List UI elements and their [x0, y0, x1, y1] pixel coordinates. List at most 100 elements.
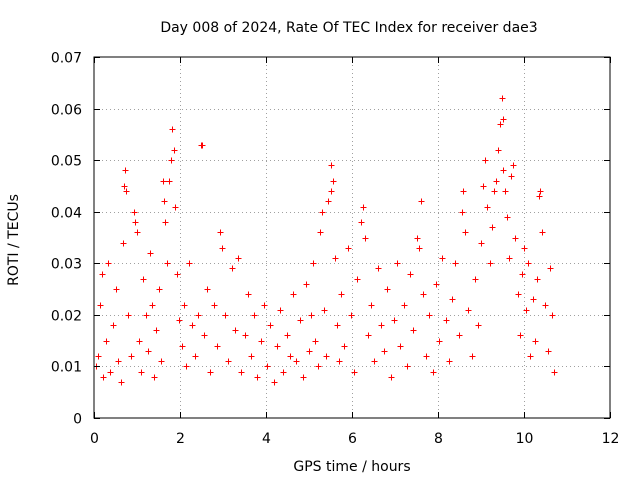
data-point-plus [162, 219, 169, 226]
data-point-plus [181, 302, 188, 309]
data-point-plus [189, 322, 196, 329]
data-point-plus [195, 312, 202, 319]
data-point-plus [500, 116, 507, 123]
data-point-plus [110, 322, 117, 329]
data-point-plus [404, 363, 411, 370]
x-tick-label: 2 [176, 431, 185, 447]
data-point-plus [251, 312, 258, 319]
x-tick-label: 8 [434, 431, 443, 447]
data-point-plus [348, 312, 355, 319]
x-tick-label: 6 [348, 431, 357, 447]
data-point-plus [312, 338, 319, 345]
data-point-plus [469, 353, 476, 360]
data-point-plus [539, 229, 546, 236]
data-point-plus [287, 353, 294, 360]
data-point-plus [401, 302, 408, 309]
data-point-plus [394, 260, 401, 267]
data-point-plus [149, 302, 156, 309]
data-point-plus [504, 214, 511, 221]
data-point-plus [542, 302, 549, 309]
data-point-plus [171, 147, 178, 154]
data-point-plus [219, 245, 226, 252]
x-axis-label: GPS time / hours [293, 459, 410, 475]
data-point-plus [95, 353, 102, 360]
data-point-plus [121, 183, 128, 190]
data-point-plus [207, 369, 214, 376]
y-tick-label: 0.01 [51, 360, 82, 376]
data-point-plus [338, 291, 345, 298]
data-point-plus [280, 369, 287, 376]
data-point-plus [131, 209, 138, 216]
data-point-plus [132, 219, 139, 226]
data-point-plus [360, 204, 367, 211]
data-point-plus [277, 307, 284, 314]
data-point-plus [160, 178, 167, 185]
data-point-plus [238, 369, 245, 376]
data-point-plus [103, 338, 110, 345]
data-point-plus [423, 353, 430, 360]
data-point-plus [536, 193, 543, 200]
data-point-plus [452, 260, 459, 267]
y-tick-label: 0.05 [51, 154, 82, 170]
data-point-plus [274, 343, 281, 350]
data-point-plus [416, 245, 423, 252]
data-point-plus [365, 332, 372, 339]
data-point-plus [414, 235, 421, 242]
data-point-plus [115, 358, 122, 365]
data-point-plus [183, 363, 190, 370]
data-point-plus [325, 198, 332, 205]
data-point-plus [388, 374, 395, 381]
data-point-plus [439, 255, 446, 262]
data-point-plus [351, 369, 358, 376]
data-point-plus [410, 327, 417, 334]
data-point-plus [199, 142, 206, 149]
tick-layer: 0 2 4 6 8 10 12 0 0.01 0.02 0.03 0.04 0.05 0.06 0.07 [51, 51, 620, 448]
data-point-plus [204, 286, 211, 293]
data-point-plus [547, 265, 554, 272]
data-point-plus [161, 198, 168, 205]
chart-title: Day 008 of 2024, Rate Of TEC Index for r… [160, 20, 537, 36]
data-point-plus [430, 369, 437, 376]
data-point-plus [491, 188, 498, 195]
data-point-plus [123, 188, 130, 195]
data-point-plus [497, 121, 504, 128]
data-point-plus [426, 312, 433, 319]
data-point-plus [166, 178, 173, 185]
y-tick-label: 0.04 [51, 206, 82, 222]
data-point-plus [478, 240, 485, 247]
data-point-plus [330, 178, 337, 185]
data-point-plus [217, 229, 224, 236]
data-point-plus [147, 250, 154, 257]
data-point-plus [489, 224, 496, 231]
data-point-plus [225, 358, 232, 365]
data-point-plus [449, 296, 456, 303]
data-point-plus [258, 338, 265, 345]
x-tick-label: 0 [90, 431, 99, 447]
data-point-plus [122, 167, 129, 174]
data-point-plus [192, 353, 199, 360]
data-point-plus [368, 302, 375, 309]
data-point-plus [136, 338, 143, 345]
data-point-plus [174, 271, 181, 278]
x-tick-label: 10 [516, 431, 534, 447]
data-point-plus [418, 198, 425, 205]
data-point-plus [156, 286, 163, 293]
data-point-plus [443, 317, 450, 324]
data-point-plus [293, 358, 300, 365]
data-point-plus [120, 240, 127, 247]
data-point-plus [459, 209, 466, 216]
data-point-plus [328, 188, 335, 195]
data-point-plus [484, 204, 491, 211]
data-point-plus [530, 296, 537, 303]
data-point-plus [545, 348, 552, 355]
data-point-plus [158, 358, 165, 365]
data-point-plus [214, 343, 221, 350]
data-point-plus [537, 188, 544, 195]
data-point-plus [551, 369, 558, 376]
data-point-plus [508, 173, 515, 180]
data-point-plus [534, 276, 541, 283]
data-point-plus [319, 209, 326, 216]
data-point-plus [502, 188, 509, 195]
data-point-plus [354, 276, 361, 283]
data-point-plus [549, 312, 556, 319]
